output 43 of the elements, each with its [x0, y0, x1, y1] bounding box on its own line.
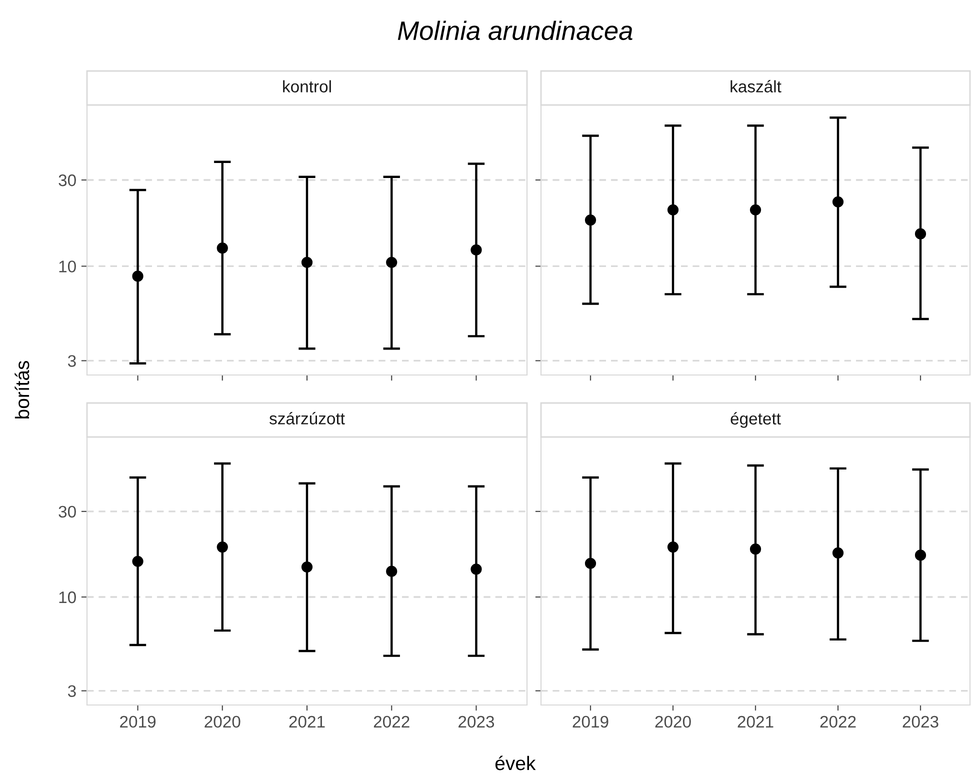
y-tick-label: 3 — [68, 355, 76, 367]
text: Molinia arundinacea — [398, 20, 632, 40]
y-tick-label: 30 — [58, 506, 76, 518]
point — [301, 256, 313, 268]
x-tick-label: 2021 — [738, 716, 774, 728]
point — [750, 204, 762, 216]
x-tick-label: 2021 — [289, 716, 325, 728]
point — [584, 214, 596, 226]
x-tick-label: 2023 — [458, 716, 494, 728]
point — [301, 561, 313, 573]
y-tick-label: 10 — [59, 260, 76, 272]
chart-title: égetett — [730, 412, 781, 428]
point — [386, 256, 398, 268]
x-tick-label: 2019 — [572, 716, 608, 728]
x-tick-label: 2019 — [120, 716, 156, 728]
x-tick-label: 2020 — [655, 716, 691, 728]
point — [470, 244, 482, 256]
point — [667, 204, 679, 216]
point — [832, 547, 844, 559]
x-axis-title: évek — [495, 756, 536, 770]
x-tick-label: 2022 — [374, 716, 410, 728]
point — [132, 556, 144, 567]
point — [750, 544, 762, 555]
point — [667, 541, 679, 553]
point — [216, 541, 228, 553]
chart-title: szárzúzott — [269, 412, 345, 424]
point — [914, 550, 926, 561]
point — [584, 558, 596, 569]
x-tick-label: 2023 — [902, 716, 938, 728]
x-tick-label: 2020 — [204, 716, 240, 728]
y-axis-title: borítás — [14, 360, 30, 418]
y-tick-label: 30 — [58, 174, 76, 186]
point — [216, 242, 228, 254]
point — [470, 564, 482, 575]
chart-title: kaszált — [730, 80, 782, 92]
y-tick-label: 3 — [68, 685, 76, 697]
point — [832, 196, 844, 208]
y-tick-label: 10 — [59, 591, 76, 604]
x-tick-label: 2022 — [820, 716, 856, 728]
point — [386, 566, 398, 577]
point — [914, 228, 926, 240]
chart-title: kontrol — [283, 80, 331, 92]
point — [132, 270, 144, 282]
